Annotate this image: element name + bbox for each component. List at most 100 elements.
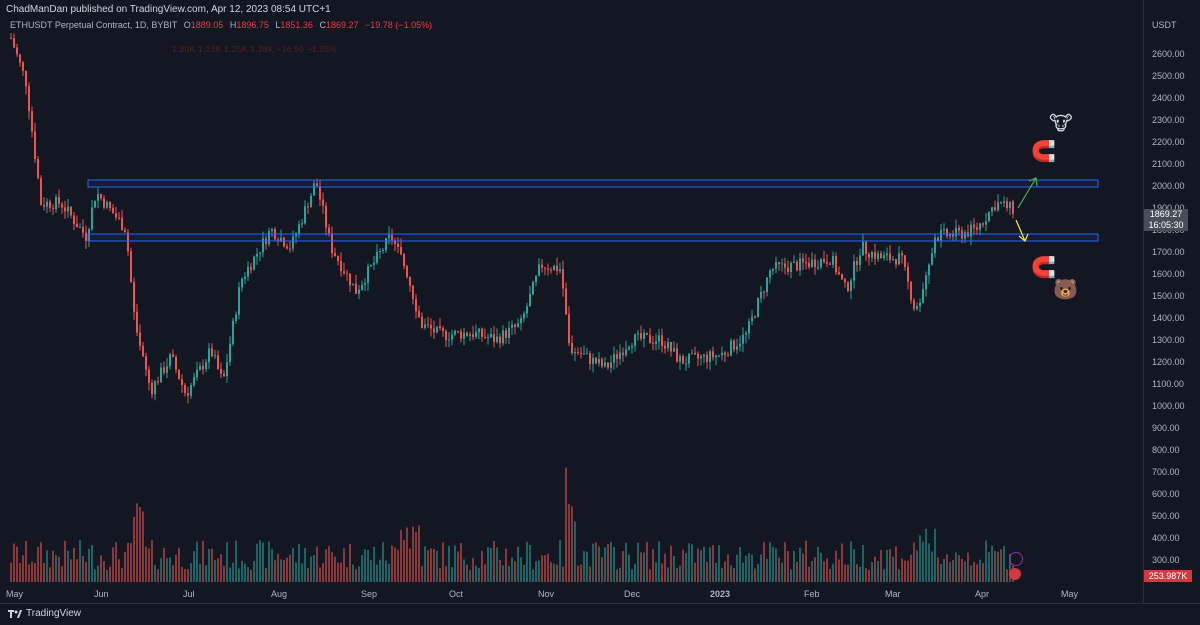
volume-bar bbox=[67, 550, 69, 582]
volume-bar bbox=[913, 542, 915, 582]
volume-bar bbox=[709, 547, 711, 582]
candle-body bbox=[514, 324, 516, 327]
candle-body bbox=[772, 268, 774, 271]
candle-body bbox=[106, 201, 108, 208]
candle-body bbox=[976, 227, 978, 230]
candle-body bbox=[295, 234, 297, 237]
volume-bar bbox=[304, 548, 306, 582]
candle-body bbox=[136, 311, 138, 333]
candle-body bbox=[550, 269, 552, 271]
lightning-event-icon[interactable] bbox=[1009, 552, 1023, 566]
price-tick: 2600.00 bbox=[1152, 49, 1185, 59]
candle-body bbox=[754, 316, 756, 318]
candle-body bbox=[913, 300, 915, 309]
volume-bar bbox=[784, 542, 786, 582]
candle-body bbox=[862, 241, 864, 256]
volume-bar bbox=[481, 550, 483, 582]
candle-body bbox=[487, 337, 489, 339]
candle-body bbox=[34, 131, 36, 159]
volume-bar bbox=[928, 543, 930, 582]
volume-bar bbox=[589, 566, 591, 582]
price-chart[interactable] bbox=[0, 0, 1143, 603]
us-flag-event-icon[interactable] bbox=[1009, 568, 1021, 580]
candle-body bbox=[943, 228, 945, 231]
volume-bar bbox=[814, 557, 816, 582]
volume-bar bbox=[724, 561, 726, 582]
candle-body bbox=[826, 261, 828, 264]
volume-bar bbox=[637, 542, 639, 582]
volume-bar bbox=[859, 566, 861, 582]
tradingview-brand[interactable]: TradingView bbox=[8, 608, 81, 619]
volume-bar bbox=[469, 569, 471, 582]
volume-bar bbox=[433, 548, 435, 582]
candle-body bbox=[193, 377, 195, 386]
candle-body bbox=[742, 334, 744, 344]
volume-bar bbox=[559, 540, 561, 582]
price-tick: 900.00 bbox=[1152, 423, 1180, 433]
candle-body bbox=[817, 267, 819, 269]
time-tick: Aug bbox=[271, 589, 288, 599]
volume-bar bbox=[154, 564, 156, 582]
candle-body bbox=[871, 251, 873, 258]
candle-body bbox=[412, 285, 414, 300]
volume-bar bbox=[325, 549, 327, 582]
volume-bar bbox=[862, 544, 864, 582]
volume-bar bbox=[736, 554, 738, 582]
volume-bar bbox=[565, 467, 567, 582]
candle-body bbox=[67, 206, 69, 212]
candle-body bbox=[358, 289, 360, 294]
volume-bar bbox=[400, 529, 402, 582]
volume-bar bbox=[538, 560, 540, 582]
candle-body bbox=[103, 198, 105, 208]
candle-body bbox=[859, 255, 861, 265]
symbol-legend[interactable]: ETHUSDT Perpetual Contract, 1D, BYBIT O1… bbox=[10, 20, 432, 30]
volume-bar bbox=[388, 563, 390, 582]
candle-body bbox=[217, 355, 219, 369]
low-label: L bbox=[275, 20, 281, 30]
volume-bar bbox=[571, 506, 573, 582]
candle-body bbox=[124, 229, 126, 233]
candle-body bbox=[280, 237, 282, 242]
volume-bar bbox=[427, 550, 429, 582]
volume-bar bbox=[142, 511, 144, 582]
support-zone[interactable] bbox=[87, 233, 1099, 242]
volume-bar bbox=[958, 555, 960, 582]
volume-bar bbox=[202, 541, 204, 582]
volume-bar bbox=[817, 546, 819, 582]
candle-body bbox=[73, 215, 75, 224]
candle-body bbox=[373, 262, 375, 265]
volume-bar bbox=[886, 549, 888, 582]
volume-bar bbox=[769, 542, 771, 582]
candle-body bbox=[430, 325, 432, 329]
volume-bar bbox=[76, 559, 78, 582]
candle-body bbox=[28, 86, 30, 112]
candle-body bbox=[481, 328, 483, 337]
low-value: 1851.36 bbox=[280, 20, 313, 30]
candle-body bbox=[490, 334, 492, 338]
volume-bar bbox=[694, 562, 696, 582]
volume-bar bbox=[991, 545, 993, 582]
price-tick: 2100.00 bbox=[1152, 159, 1185, 169]
volume-bar bbox=[370, 560, 372, 582]
volume-bar bbox=[301, 563, 303, 582]
volume-bar bbox=[499, 559, 501, 582]
price-tick: 2300.00 bbox=[1152, 115, 1185, 125]
resistance-zone[interactable] bbox=[87, 179, 1099, 188]
candle-body bbox=[169, 354, 171, 367]
volume-bar bbox=[634, 563, 636, 582]
candle-body bbox=[97, 194, 99, 201]
candle-body bbox=[601, 359, 603, 367]
volume-bar bbox=[802, 553, 804, 582]
candles-layer bbox=[10, 33, 1014, 404]
candle-body bbox=[439, 326, 441, 329]
candle-body bbox=[544, 267, 546, 269]
volume-bar bbox=[178, 547, 180, 582]
volume-bar bbox=[931, 551, 933, 582]
candle-body bbox=[205, 362, 207, 370]
candle-body bbox=[529, 294, 531, 307]
candle-body bbox=[469, 334, 471, 336]
volume-bar bbox=[280, 559, 282, 582]
price-tick: 1600.00 bbox=[1152, 269, 1185, 279]
volume-bar bbox=[502, 565, 504, 582]
candle-body bbox=[829, 263, 831, 265]
